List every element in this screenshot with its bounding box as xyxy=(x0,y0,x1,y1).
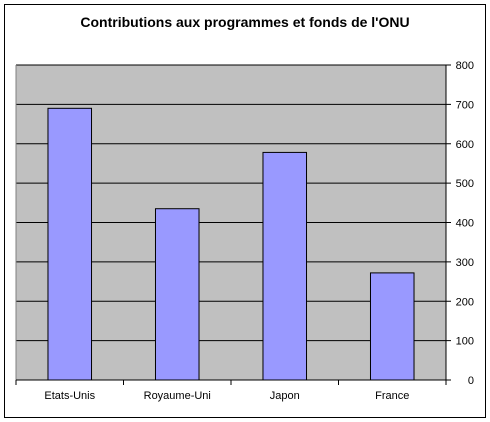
y-tick-label: 800 xyxy=(456,60,474,72)
chart-title: Contributions aux programmes et fonds de… xyxy=(80,14,410,30)
y-tick-label: 600 xyxy=(456,139,474,151)
x-tick-label: France xyxy=(375,390,409,402)
y-tick-label: 200 xyxy=(456,296,474,308)
bar-royaume-uni xyxy=(154,208,200,381)
y-tick-label: 0 xyxy=(468,375,474,387)
y-tick-label: 500 xyxy=(456,178,474,190)
y-tick-label: 100 xyxy=(456,336,474,348)
x-tick-label: Royaume-Uni xyxy=(144,390,211,402)
bar-japon xyxy=(262,151,308,381)
x-tick-label: Etats-Unis xyxy=(44,390,95,402)
x-tick-label: Japon xyxy=(270,390,300,402)
bar-france xyxy=(369,272,415,381)
y-tick-label: 700 xyxy=(456,99,474,111)
y-tick-label: 400 xyxy=(456,218,474,230)
bar-etats-unis xyxy=(47,107,93,381)
y-tick-label: 300 xyxy=(456,257,474,269)
